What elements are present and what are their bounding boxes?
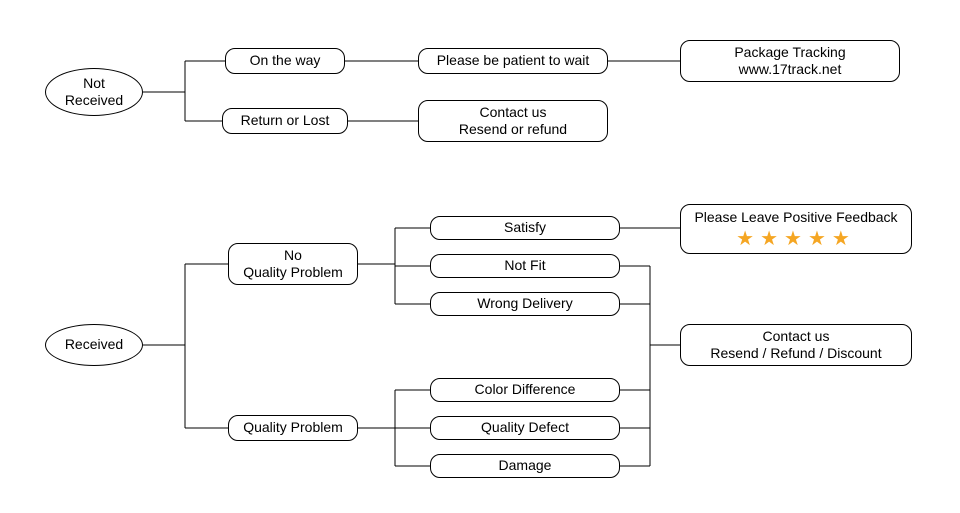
node-please-wait: Please be patient to wait [418,48,608,74]
node-label: Wrong Delivery [477,295,572,313]
node-label: Quality Problem [243,264,343,282]
node-label: Quality Problem [243,419,343,437]
node-label: Resend or refund [459,121,567,139]
node-label: Resend / Refund / Discount [710,345,881,363]
node-label: Color Difference [475,381,576,399]
node-pkg-tracking: Package Trackingwww.17track.net [680,40,900,82]
node-label: Received [65,92,123,110]
node-quality-defect: Quality Defect [430,416,620,440]
node-label: www.17track.net [739,61,842,79]
node-damage: Damage [430,454,620,478]
node-label: Return or Lost [241,112,330,130]
node-label: Please be patient to wait [437,52,590,70]
node-wrong-delivery: Wrong Delivery [430,292,620,316]
node-label: Not Fit [504,257,545,275]
node-received: Received [45,324,143,366]
node-label: On the way [250,52,321,70]
node-label: Quality Defect [481,419,569,437]
node-satisfy: Satisfy [430,216,620,240]
node-label: Damage [499,457,552,475]
node-positive-feedback: Please Leave Positive Feedback ★★★★★ [680,204,912,254]
node-label: Not [83,75,105,93]
node-label: Contact us [480,104,547,122]
node-label: Please Leave Positive Feedback [694,209,897,227]
node-not-received: NotReceived [45,68,143,116]
node-label: Package Tracking [734,44,845,62]
node-label: Satisfy [504,219,546,237]
node-not-fit: Not Fit [430,254,620,278]
node-quality-problem: Quality Problem [228,415,358,441]
node-return-or-lost: Return or Lost [222,108,348,134]
node-label: Contact us [763,328,830,346]
node-color-diff: Color Difference [430,378,620,402]
node-contact-resend: Contact usResend or refund [418,100,608,142]
flowchart-canvas: NotReceivedOn the wayPlease be patient t… [0,0,960,513]
node-on-the-way: On the way [225,48,345,74]
node-contact-discount: Contact usResend / Refund / Discount [680,324,912,366]
star-icon: ★★★★★ [736,229,856,249]
node-no-quality: NoQuality Problem [228,243,358,285]
node-label: Received [65,336,123,354]
node-label: No [284,247,302,265]
